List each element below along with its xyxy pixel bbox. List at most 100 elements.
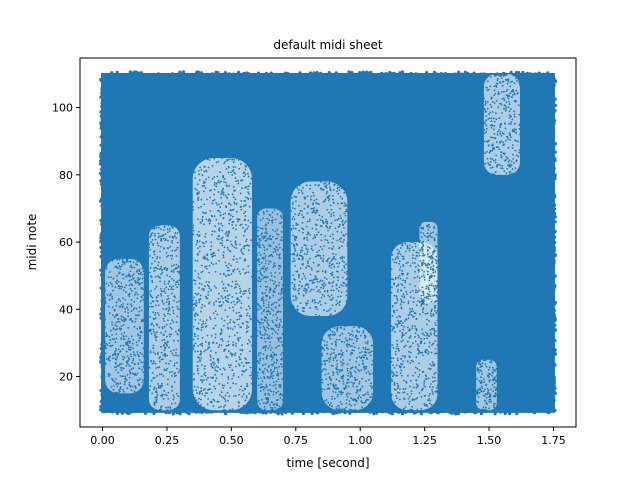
data-point — [140, 286, 143, 289]
data-point — [475, 378, 478, 380]
data-point — [245, 244, 248, 247]
data-point — [209, 248, 212, 251]
data-point — [501, 165, 504, 167]
data-point — [366, 326, 368, 328]
data-point — [176, 301, 178, 303]
data-point — [248, 392, 251, 395]
data-point — [343, 282, 346, 285]
data-point — [230, 264, 232, 267]
data-point — [320, 239, 323, 242]
data-point — [327, 200, 330, 202]
data-point — [298, 288, 300, 290]
data-point — [236, 331, 239, 334]
data-point — [517, 104, 520, 107]
data-point — [148, 243, 151, 246]
data-point — [400, 272, 403, 275]
data-point — [137, 272, 140, 275]
data-point — [262, 353, 265, 356]
data-point — [220, 202, 223, 205]
data-point — [164, 239, 167, 242]
data-point — [432, 269, 434, 272]
data-point — [130, 310, 133, 313]
data-point — [127, 344, 130, 347]
data-point — [197, 345, 199, 347]
data-point — [272, 393, 275, 396]
data-point — [196, 369, 199, 372]
data-point — [260, 377, 262, 379]
data-point — [212, 405, 215, 408]
data-point — [201, 381, 204, 384]
data-point — [353, 370, 356, 372]
data-point — [400, 247, 402, 249]
data-point — [427, 298, 430, 300]
data-point — [423, 382, 426, 384]
data-point — [245, 238, 248, 241]
data-point — [204, 374, 207, 377]
data-point — [101, 382, 105, 386]
data-point — [273, 361, 276, 364]
data-point — [506, 136, 509, 139]
data-point — [350, 71, 354, 75]
data-point — [325, 184, 328, 187]
data-point — [430, 300, 433, 303]
data-point — [334, 343, 337, 346]
data-point — [334, 333, 337, 336]
data-point — [138, 379, 140, 382]
data-point — [243, 219, 246, 222]
data-point — [257, 371, 260, 374]
data-point — [196, 183, 199, 186]
data-point — [130, 303, 132, 306]
data-point — [222, 301, 225, 304]
data-point — [491, 166, 494, 169]
data-point — [507, 164, 509, 167]
data-point — [404, 406, 407, 408]
data-point — [115, 70, 119, 74]
data-point — [337, 217, 340, 220]
data-point — [157, 226, 160, 229]
data-point — [345, 220, 347, 223]
data-point — [196, 163, 199, 165]
data-point — [394, 408, 398, 412]
data-point — [278, 243, 281, 246]
data-point — [116, 392, 119, 395]
data-point — [309, 279, 312, 282]
data-point — [411, 246, 414, 248]
data-point — [118, 287, 121, 290]
data-point — [371, 385, 374, 388]
data-point — [131, 342, 134, 345]
data-point — [327, 348, 329, 350]
data-point — [409, 307, 411, 310]
data-point — [396, 391, 399, 394]
data-point — [220, 344, 223, 347]
data-point — [551, 368, 556, 372]
data-point — [160, 406, 162, 409]
data-point — [138, 384, 141, 387]
data-point — [224, 368, 226, 371]
data-point — [322, 257, 325, 260]
data-point — [242, 159, 245, 162]
data-point — [139, 300, 142, 303]
data-point — [140, 388, 143, 391]
data-point — [330, 352, 333, 355]
data-point — [324, 362, 326, 365]
data-point — [202, 320, 205, 323]
data-point — [407, 397, 410, 400]
data-point — [139, 326, 141, 329]
data-point — [342, 352, 344, 354]
data-point — [153, 253, 156, 256]
data-point — [307, 286, 310, 289]
data-point — [250, 382, 253, 385]
data-point — [113, 316, 116, 319]
data-point — [340, 237, 343, 240]
data-point — [207, 376, 209, 379]
data-point — [518, 151, 521, 154]
data-point — [196, 189, 198, 192]
data-point — [518, 124, 521, 127]
data-point — [203, 255, 206, 258]
data-point — [431, 236, 433, 239]
data-point — [222, 187, 225, 190]
data-point — [332, 357, 335, 360]
data-point — [268, 243, 271, 246]
data-point — [107, 276, 110, 279]
data-point — [425, 285, 428, 288]
